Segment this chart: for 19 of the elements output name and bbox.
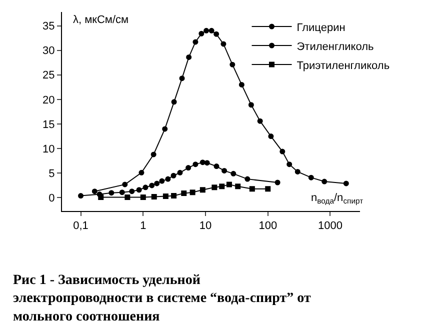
x-axis-title: n$_{вода}$/n$_{спирт}$ — [311, 192, 364, 206]
y-tick-label: 5 — [48, 168, 55, 180]
y-tick-label: 25 — [42, 70, 55, 82]
text: Рис 1 - Зависимость удельной электропроводности в системе “вода-спирт” от мольного соотношения — [13, 273, 311, 324]
y-axis-title: λ, мкСм/см — [73, 14, 129, 26]
x-tick-label: 100 — [258, 220, 278, 232]
x-tick-label: 0,1 — [73, 220, 88, 232]
y-tick-label: 0 — [48, 192, 55, 205]
x-tick-label: 1000 — [318, 220, 342, 232]
y-tick-label: 15 — [42, 118, 55, 131]
x-tick-label: 1 — [140, 220, 146, 232]
legend-label: Глицерин — [296, 22, 346, 34]
y-tick-label: 35 — [42, 20, 55, 33]
x-tick-label: 10 — [199, 220, 212, 232]
legend-label: Этиленгликоль — [296, 40, 374, 53]
y-tick-label: 20 — [42, 94, 55, 106]
legend-label: Триэтиленгликоль — [296, 60, 390, 72]
y-tick-label: 10 — [42, 143, 55, 156]
y-tick-label: 30 — [42, 45, 55, 58]
